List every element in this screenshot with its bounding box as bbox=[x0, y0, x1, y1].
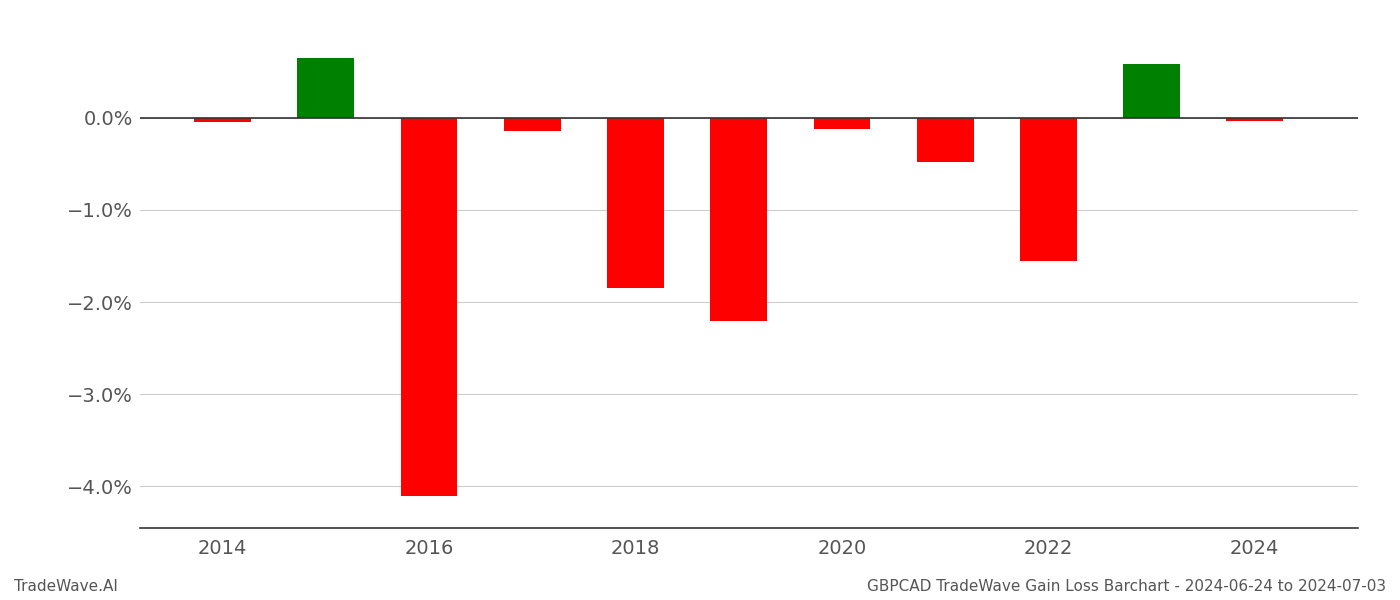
Bar bbox=[297, 58, 354, 118]
Bar bbox=[1226, 118, 1284, 121]
Bar bbox=[608, 118, 664, 288]
Bar bbox=[710, 118, 767, 320]
Bar bbox=[813, 118, 871, 128]
Bar bbox=[917, 118, 973, 162]
Bar bbox=[1021, 118, 1077, 260]
Bar bbox=[195, 118, 251, 122]
Text: TradeWave.AI: TradeWave.AI bbox=[14, 579, 118, 594]
Bar bbox=[504, 118, 560, 131]
Bar bbox=[1123, 64, 1180, 118]
Bar bbox=[400, 118, 458, 496]
Text: GBPCAD TradeWave Gain Loss Barchart - 2024-06-24 to 2024-07-03: GBPCAD TradeWave Gain Loss Barchart - 20… bbox=[867, 579, 1386, 594]
